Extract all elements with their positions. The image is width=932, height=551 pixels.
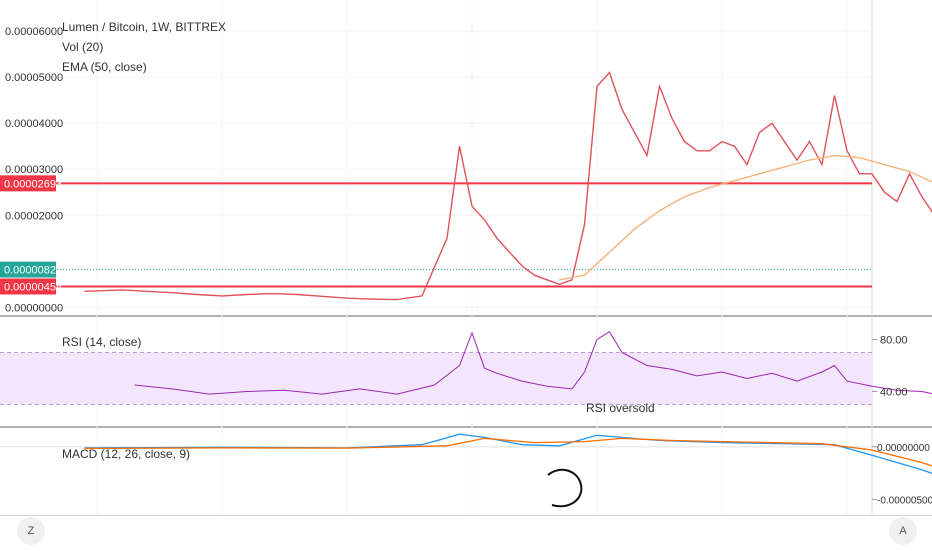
grid (0, 0, 932, 515)
rsi-tick-label: 80.00 (880, 335, 908, 347)
zoom-button[interactable]: Z (17, 517, 45, 545)
price-axis-labels: 0.00002693 0.00000821 0.00000454 (0, 175, 62, 294)
price-tick-label: 0.00006000 (5, 26, 63, 38)
ema-line (560, 155, 932, 279)
rsi-tick-label: 40.00 (880, 387, 908, 399)
rsi-axis-ticks: 80.00 40.00 (872, 335, 908, 399)
auto-scale-button[interactable]: A (889, 517, 917, 545)
circle-annotation (548, 470, 581, 507)
rsi-label: RSI (14, close) (62, 335, 141, 349)
indicator-volume-label: Vol (20) (62, 40, 103, 54)
price-tick-label: 0.00002000 (5, 210, 63, 222)
macd-series (0, 434, 932, 498)
price-tick-label: 0.00000000 (5, 302, 63, 314)
chart-title: Lumen / Bitcoin, 1W, BITTREX (62, 20, 226, 34)
price-badge-label: 0.00000454 (4, 281, 62, 293)
indicator-ema-label: EMA (50, close) (62, 60, 147, 74)
signal-line (85, 438, 932, 498)
macd-tick-label: 0.00000000 (877, 443, 930, 454)
levels (0, 183, 872, 286)
price-tick-label: 0.00005000 (5, 72, 63, 84)
macd-axis-ticks: 0.00000000 -0.00000500 (872, 443, 932, 507)
price-line (85, 73, 932, 300)
rsi-band (0, 353, 872, 405)
price-tick-label: 0.00003000 (5, 164, 63, 176)
price-tick-label: 0.00004000 (5, 118, 63, 130)
rsi-annotation: RSI oversold (586, 401, 655, 415)
time-axis-bar (0, 515, 932, 551)
price-badge-label: 0.00000821 (4, 265, 62, 277)
price-badge-label: 0.00002693 (4, 178, 62, 190)
price-series (85, 73, 932, 300)
macd-tick-label: -0.00000500 (877, 495, 932, 506)
rsi-band-fill (0, 353, 872, 405)
ema-series (560, 155, 932, 279)
macd-label: MACD (12, 26, close, 9) (62, 447, 190, 461)
